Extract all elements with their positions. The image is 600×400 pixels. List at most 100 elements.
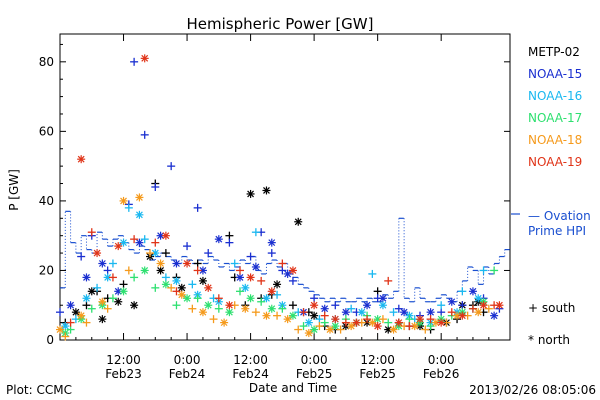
south-point: [82, 301, 91, 310]
south-point: [341, 318, 350, 327]
legend-noaa-16: NOAA-16: [528, 89, 582, 103]
south-point: [394, 304, 403, 313]
north-point: [310, 325, 319, 334]
ovation-prime-hpi-line: [60, 210, 510, 303]
y-tick-label: 80: [39, 55, 54, 69]
south-point: [151, 238, 160, 247]
north-point: [378, 294, 387, 303]
north-point: [384, 325, 393, 334]
south-point: [146, 249, 154, 258]
south-point: [214, 294, 223, 303]
north-point: [267, 238, 276, 247]
south-point: [108, 259, 117, 268]
south-point: [368, 269, 377, 278]
south-point: [236, 266, 244, 275]
series-noaa-16: [61, 203, 488, 331]
x-tick-date-label: Feb25: [359, 367, 396, 381]
north-point: [172, 276, 181, 285]
chart-title: Hemispheric Power [GW]: [187, 15, 374, 33]
north-point: [320, 304, 329, 313]
north-point: [267, 304, 276, 313]
south-point: [257, 276, 266, 285]
legend: METP-02 NOAA-15 NOAA-16 NOAA-17 NOAA-18 …: [511, 45, 591, 347]
south-point: [378, 315, 387, 324]
south-point: [140, 235, 149, 244]
south-point: [130, 273, 139, 282]
south-point: [193, 259, 202, 268]
south-point: [56, 308, 64, 317]
north-point: [225, 308, 234, 317]
north-point: [304, 329, 313, 338]
north-point: [283, 315, 292, 324]
north-point: [220, 318, 229, 327]
north-point: [331, 315, 340, 324]
south-point: [82, 318, 91, 327]
south-point: [108, 294, 117, 303]
south-point: [336, 325, 345, 334]
x-axis-label: Date and Time: [249, 381, 337, 395]
south-point: [278, 266, 287, 275]
south-point: [151, 183, 160, 191]
north-point: [135, 238, 144, 247]
north-point: [71, 308, 80, 317]
south-point: [188, 304, 197, 313]
north-point: [368, 318, 377, 327]
south-point: [468, 304, 477, 313]
north-point: [310, 301, 319, 310]
north-point: [130, 301, 139, 310]
x-tick-date-label: Feb23: [105, 367, 142, 381]
south-point: [167, 283, 176, 292]
north-point: [77, 155, 86, 164]
north-point: [262, 186, 271, 195]
north-point: [93, 249, 102, 258]
south-point: [484, 304, 493, 313]
south-point: [384, 276, 393, 285]
south-point: [288, 276, 297, 285]
north-point: [373, 322, 382, 331]
south-point: [103, 266, 112, 275]
south-point: [273, 290, 282, 299]
south-point: [172, 301, 181, 310]
north-point: [246, 273, 255, 282]
north-point: [198, 308, 207, 317]
north-point: [304, 318, 313, 327]
south-point: [267, 249, 276, 258]
north-point: [273, 280, 282, 289]
north-point: [82, 273, 91, 282]
north-point: [246, 189, 255, 198]
north-point: [87, 287, 96, 296]
south-point: [294, 325, 303, 334]
north-point: [98, 259, 107, 268]
south-point: [124, 266, 133, 275]
south-point: [299, 322, 308, 331]
south-point: [437, 308, 446, 317]
south-point: [490, 266, 499, 275]
north-point: [474, 294, 483, 303]
series-noaa-18: [56, 193, 493, 341]
south-point: [347, 304, 356, 313]
north-point: [389, 325, 398, 334]
x-tick-time-label: 12:00: [233, 353, 268, 367]
x-tick-time-label: 12:00: [360, 353, 395, 367]
south-point: [458, 287, 467, 296]
south-point: [299, 308, 308, 317]
north-point: [135, 210, 144, 219]
north-point: [416, 315, 424, 324]
north-point: [177, 283, 186, 292]
north-point: [283, 269, 292, 278]
south-point: [257, 297, 266, 306]
south-point: [320, 311, 329, 320]
north-point: [447, 297, 456, 306]
north-point: [177, 290, 186, 299]
south-point: [225, 238, 234, 247]
north-point: [56, 325, 64, 334]
north-point: [468, 287, 477, 296]
north-point: [357, 308, 366, 317]
south-point: [87, 228, 96, 237]
south-point: [130, 57, 139, 66]
north-point: [77, 311, 86, 320]
north-point: [331, 322, 340, 331]
north-point: [326, 325, 334, 334]
north-point: [341, 308, 350, 317]
